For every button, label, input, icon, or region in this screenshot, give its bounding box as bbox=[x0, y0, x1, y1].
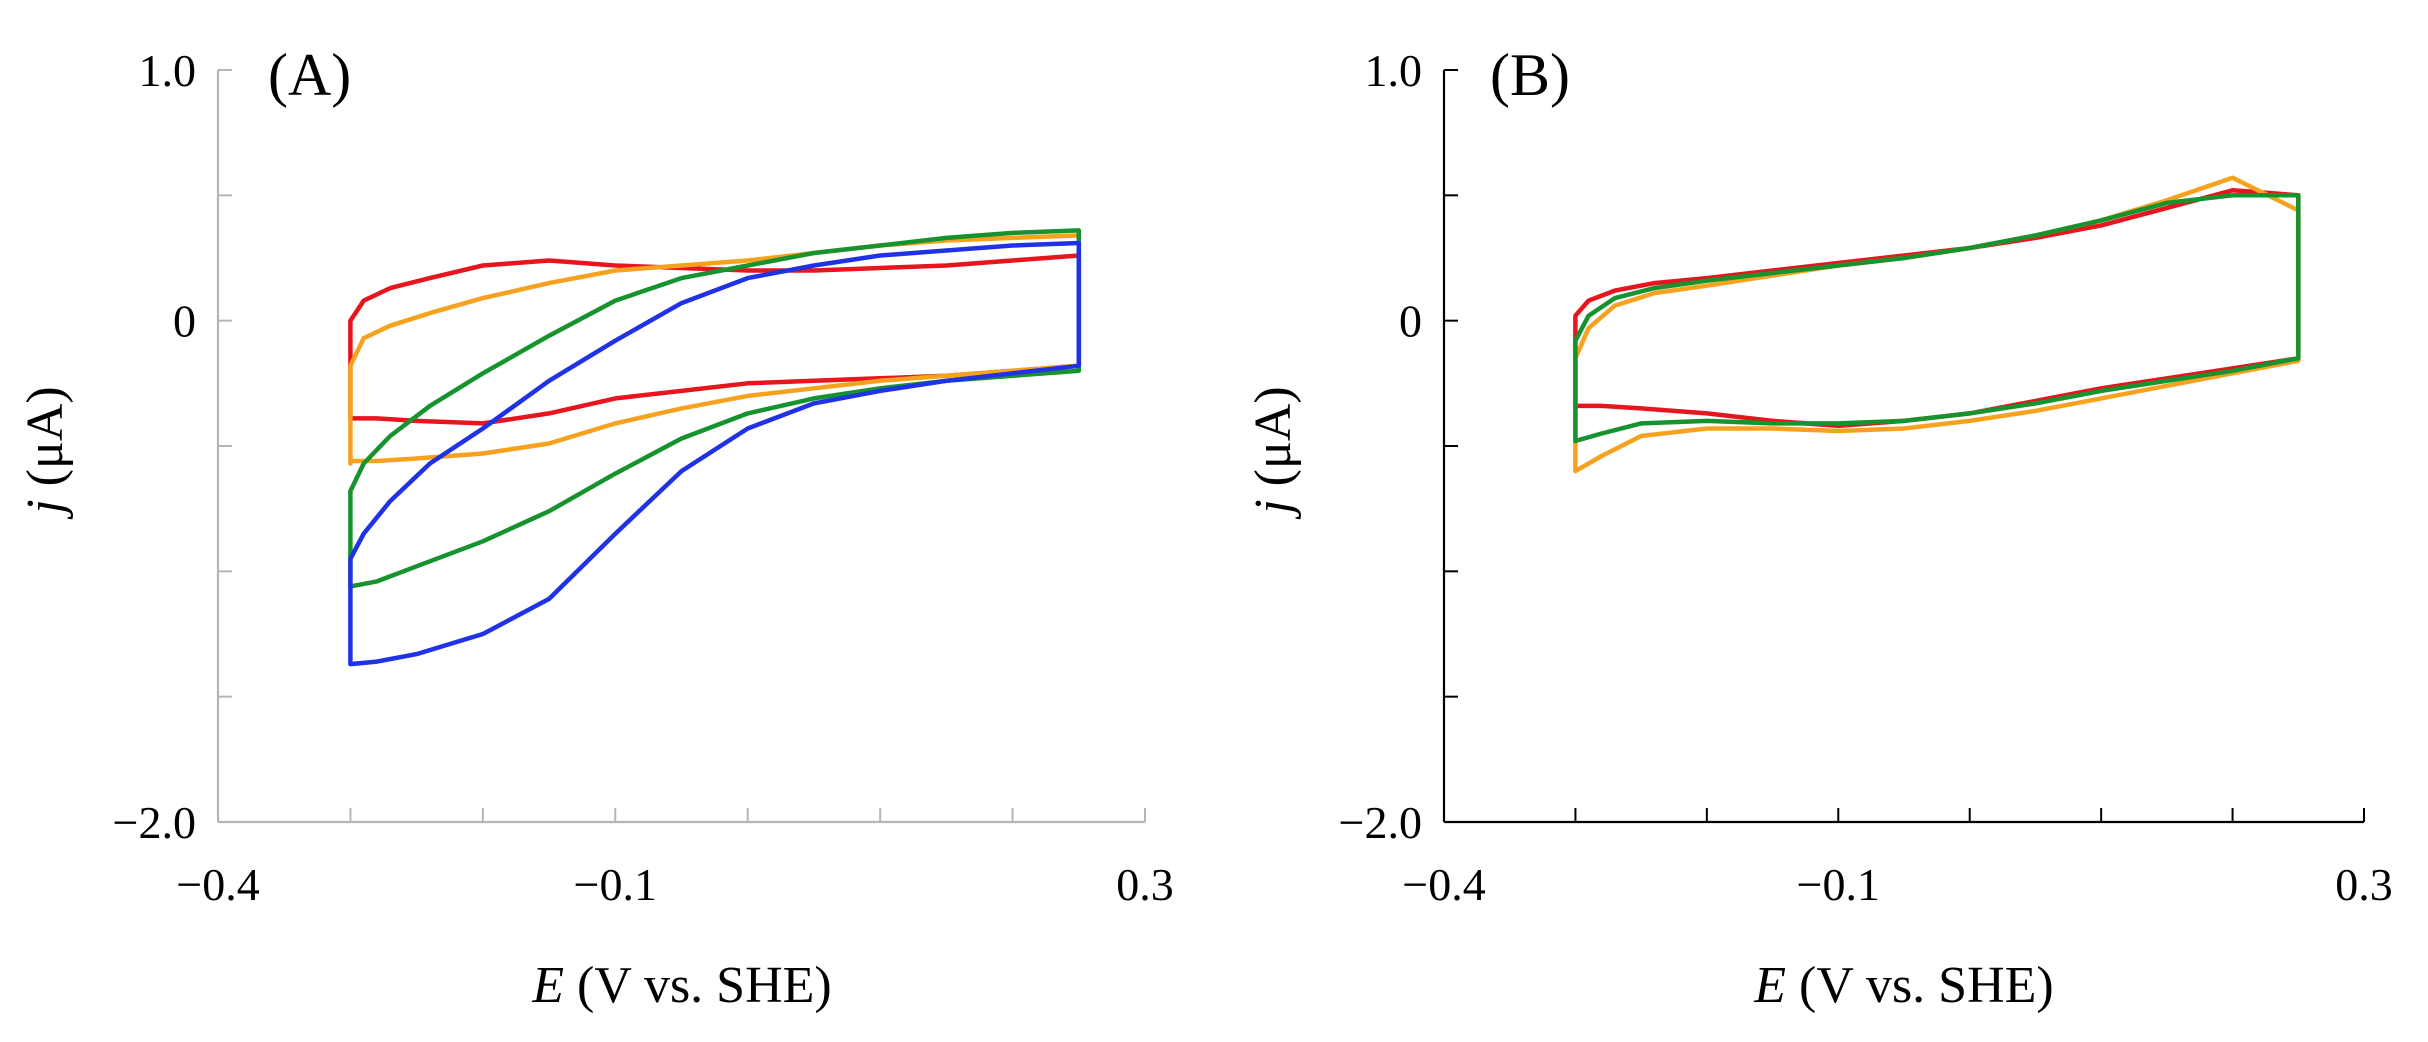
panel-b-x-axis-title-unit: (V vs. SHE) bbox=[1786, 957, 2054, 1014]
panel-a-curves bbox=[348, 228, 1082, 667]
panel-a: (A) 1.0 0 −2.0 −0.4 −0.1 0.3 j (μA) E (V vs.… bbox=[17, 42, 1174, 1014]
panel-b-x-tick-label-1: −0.1 bbox=[1797, 859, 1880, 910]
panel-b-x-axis-title: E (V vs. SHE) bbox=[1753, 957, 2053, 1014]
panel-b-x-ticks: −0.4 −0.1 0.3 bbox=[1402, 808, 2393, 910]
panel-b-curve-red bbox=[1573, 188, 2301, 429]
panel-b-y-axis-title-symbol: j bbox=[1245, 499, 1302, 519]
panel-b-y-axis-title: j (μA) bbox=[1245, 386, 1302, 520]
panel-b-curve-orange bbox=[1573, 175, 2301, 474]
panel-b-y-tick-label-1: 0 bbox=[1399, 296, 1422, 347]
panel-b-x-tick-label-0: −0.4 bbox=[1402, 859, 1485, 910]
panel-b-y-ticks: 1.0 0 −2.0 bbox=[1339, 45, 1458, 848]
panel-a-curve-blue bbox=[348, 240, 1082, 667]
panel-a-x-axis-title-symbol: E bbox=[531, 957, 564, 1014]
panel-a-x-tick-label-1: −0.1 bbox=[574, 859, 657, 910]
panel-b-curves bbox=[1573, 175, 2301, 474]
panel-a-y-ticks: 1.0 0 −2.0 bbox=[113, 45, 232, 848]
panel-b-label: (B) bbox=[1490, 42, 1570, 108]
panel-b-y-axis-title-unit: (μA) bbox=[1245, 386, 1302, 499]
panel-a-curve-green bbox=[348, 228, 1082, 589]
panel-a-y-axis-title-symbol: j bbox=[17, 499, 74, 519]
panel-a-x-ticks: −0.4 −0.1 0.3 bbox=[176, 808, 1174, 910]
panel-a-y-axis-title-unit: (μA) bbox=[17, 386, 74, 499]
panel-a-y-tick-label-0: 1.0 bbox=[139, 45, 197, 96]
panel-a-y-tick-label-1: 0 bbox=[173, 296, 196, 347]
panel-a-curve-red bbox=[348, 253, 1082, 426]
panel-a-y-tick-label-2: −2.0 bbox=[113, 797, 196, 848]
panel-b-x-axis-title-symbol: E bbox=[1753, 957, 1786, 1014]
panel-b: (B) 1.0 0 −2.0 −0.4 −0.1 0.3 j (μA) E (V vs.… bbox=[1245, 42, 2393, 1014]
panel-b-x-tick-label-2: 0.3 bbox=[2335, 859, 2393, 910]
panel-a-x-tick-label-0: −0.4 bbox=[176, 859, 259, 910]
panel-b-y-tick-label-2: −2.0 bbox=[1339, 797, 1422, 848]
panel-b-y-tick-label-0: 1.0 bbox=[1365, 45, 1423, 96]
panel-a-x-tick-label-2: 0.3 bbox=[1116, 859, 1174, 910]
panel-b-curve-green bbox=[1573, 193, 2301, 444]
panel-a-y-axis-title: j (μA) bbox=[17, 386, 74, 520]
panel-a-x-axis-title: E (V vs. SHE) bbox=[531, 957, 831, 1014]
panel-a-label: (A) bbox=[268, 42, 351, 108]
panel-a-x-axis-title-unit: (V vs. SHE) bbox=[564, 957, 832, 1014]
